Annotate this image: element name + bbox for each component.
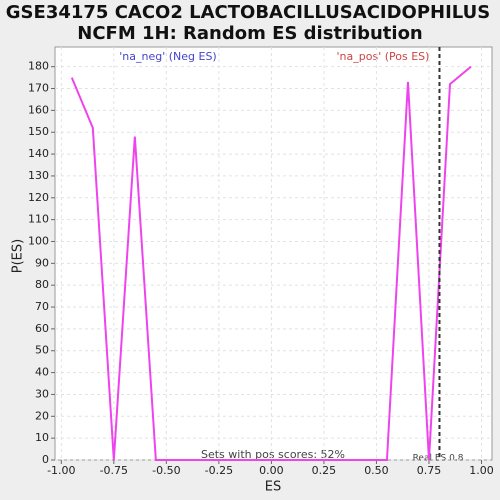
y-tick-label: 50: [35, 344, 49, 357]
y-tick-label: 80: [35, 278, 49, 291]
y-tick-label: 0: [42, 453, 49, 466]
x-tick-label: -0.50: [152, 464, 180, 477]
y-tick-label: 140: [28, 147, 49, 160]
x-tick-label: 0.25: [312, 464, 337, 477]
x-tick-label: -1.00: [47, 464, 75, 477]
y-tick-label: 160: [28, 103, 49, 116]
y-tick-label: 110: [28, 213, 49, 226]
x-axis-label: ES: [265, 480, 281, 495]
chart-title: GSE34175 CACO2 LACTOBACILLUSACIDOPHILUS: [6, 2, 490, 23]
x-tick-label: 0.75: [417, 464, 442, 477]
y-tick-label: 130: [28, 169, 49, 182]
y-tick-label: 120: [28, 191, 49, 204]
es-line: [70, 65, 472, 461]
y-tick-label: 150: [28, 125, 49, 138]
neg-label: 'na_neg' (Neg ES): [119, 50, 216, 63]
y-tick-label: 100: [28, 234, 49, 247]
x-tick-label: 0.50: [364, 464, 389, 477]
y-tick-label: 40: [35, 366, 49, 379]
y-tick-label: 60: [35, 322, 49, 335]
x-tick-label: -0.25: [205, 464, 233, 477]
y-tick-label: 90: [35, 256, 49, 269]
x-tick-label: 0.00: [259, 464, 284, 477]
y-tick-label: 30: [35, 387, 49, 400]
y-tick-label: 10: [35, 431, 49, 444]
pos-label: 'na_pos' (Pos ES): [337, 50, 430, 63]
x-tick-label: -0.75: [100, 464, 128, 477]
y-tick-label: 70: [35, 300, 49, 313]
y-axis-label: P(ES): [11, 239, 26, 273]
pos-score-note: Sets with pos scores: 52%: [201, 448, 345, 461]
x-tick-label: 1.00: [469, 464, 494, 477]
y-tick-label: 20: [35, 409, 49, 422]
real-es-label: Real ES 0.8: [413, 454, 464, 464]
chart-title: NCFM 1H: Random ES distribution: [77, 23, 423, 44]
y-tick-label: 180: [28, 60, 49, 73]
y-tick-label: 170: [28, 82, 49, 95]
